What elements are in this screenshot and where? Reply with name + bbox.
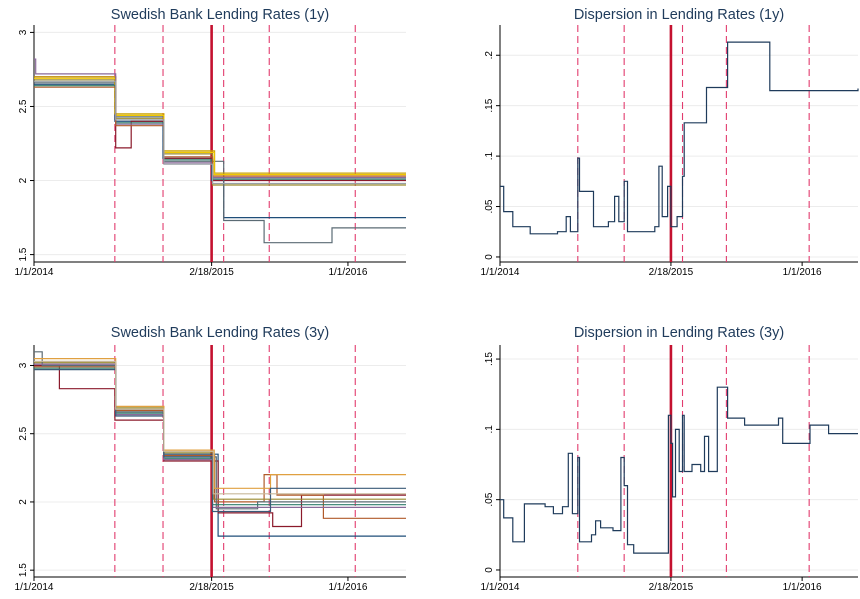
series-line (34, 358, 406, 489)
y-tick-label: .1 (484, 151, 495, 160)
y-tick-label: .15 (484, 98, 495, 112)
series-line (34, 76, 406, 182)
x-tick-label: 1/1/2016 (328, 267, 367, 278)
y-tick-label: .2 (484, 51, 495, 60)
chart-1: Swedish Bank Lending Rates (1y) 1.5 2 2.5 3 1… (15, 7, 406, 278)
series-line (34, 76, 406, 174)
series-line (500, 41, 859, 235)
series-line (500, 386, 858, 554)
chart-title: Dispersion in Lending Rates (3y) (574, 325, 784, 341)
x-tick-label: 2/18/2015 (189, 582, 234, 593)
y-tick-label: 0 (484, 567, 495, 573)
series-line (34, 360, 406, 495)
x-tick-label: 1/1/2014 (15, 267, 54, 278)
chart-4: Dispersion in Lending Rates (3y) 0 .05 .1 .1… (481, 325, 858, 593)
chart-title: Swedish Bank Lending Rates (1y) (111, 7, 329, 23)
x-tick-label: 1/1/2016 (783, 582, 822, 593)
y-tick-label: 2 (18, 177, 29, 183)
series-line (34, 366, 406, 519)
series-line (34, 351, 406, 510)
x-tick-label: 1/1/2016 (783, 267, 822, 278)
y-tick-label: .1 (484, 425, 495, 434)
series-line (34, 86, 406, 177)
series-line (34, 80, 406, 185)
y-tick-label: .15 (484, 352, 495, 366)
y-tick-label: 1.5 (18, 563, 29, 577)
x-tick-label: 1/1/2014 (481, 267, 520, 278)
y-tick-label: 2.5 (18, 426, 29, 440)
x-tick-label: 1/1/2014 (481, 582, 520, 593)
series-line (34, 83, 406, 219)
y-tick-label: 0 (484, 254, 495, 260)
y-tick-label: 3 (18, 362, 29, 368)
chart-title: Dispersion in Lending Rates (1y) (574, 7, 784, 23)
series-line (34, 364, 406, 528)
y-tick-label: 2.5 (18, 99, 29, 113)
series-line (34, 363, 406, 508)
x-tick-label: 1/1/2016 (328, 582, 367, 593)
series-line (34, 77, 406, 176)
chart-title: Swedish Bank Lending Rates (3y) (111, 325, 329, 341)
chart-2: Dispersion in Lending Rates (1y) 0 .05 .1 .1… (481, 7, 859, 278)
series-line (34, 85, 406, 180)
series-line (34, 369, 406, 513)
y-tick-label: 3 (18, 29, 29, 35)
series-line (34, 364, 406, 537)
x-tick-label: 2/18/2015 (649, 582, 694, 593)
x-tick-label: 2/18/2015 (189, 267, 234, 278)
series-line (34, 79, 406, 186)
y-tick-label: .05 (484, 492, 495, 506)
series-line (34, 362, 406, 500)
chart-3: Swedish Bank Lending Rates (3y) 1.5 2 2.5 3 1… (15, 325, 406, 593)
y-tick-label: 1.5 (18, 247, 29, 261)
x-tick-label: 1/1/2014 (15, 582, 54, 593)
y-tick-label: .05 (484, 199, 495, 213)
x-tick-label: 2/18/2015 (649, 267, 694, 278)
y-tick-label: 2 (18, 499, 29, 505)
